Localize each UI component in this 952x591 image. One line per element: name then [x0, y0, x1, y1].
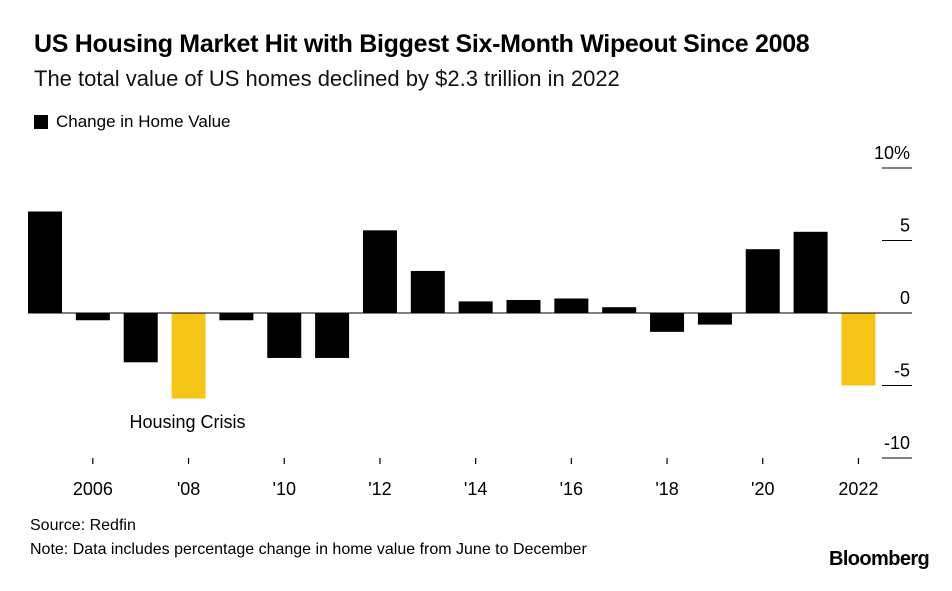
bar-2016: [554, 298, 589, 313]
bar-2015: [506, 299, 541, 313]
bar-2006: [75, 313, 110, 321]
x-tick-label: '16: [560, 479, 583, 499]
bar-2013: [410, 270, 445, 313]
x-tick-label: 2006: [73, 479, 113, 499]
bar-2009: [219, 313, 254, 321]
y-axis: 10% 5 0 -5 -10: [874, 143, 912, 459]
bar-2011: [315, 313, 350, 358]
bar-2020: [745, 249, 780, 313]
bar-2017: [602, 307, 637, 313]
x-tick-label: '18: [655, 479, 678, 499]
x-tick-label: '12: [368, 479, 391, 499]
chart-subtitle: The total value of US homes declined by …: [34, 66, 620, 91]
y-tick-label: 5: [900, 216, 910, 236]
bar-2014: [458, 301, 493, 313]
x-tick-label: '20: [751, 479, 774, 499]
annotation-housing-crisis: Housing Crisis: [130, 412, 246, 432]
legend-swatch: [34, 115, 48, 129]
annotations: Housing Crisis: [130, 412, 246, 432]
legend: Change in Home Value: [34, 112, 231, 132]
x-axis: 2006 '08 '10 '12 '14 '16 '18 '20 2022: [73, 458, 878, 499]
source-note: Source: Redfin: [30, 517, 136, 534]
bar-2019: [697, 313, 732, 325]
bar-2008: [171, 313, 206, 399]
x-tick-label: '08: [177, 479, 200, 499]
chart-title: US Housing Market Hit with Biggest Six-M…: [34, 30, 810, 58]
y-tick-label: 10%: [874, 143, 910, 163]
x-tick-label: '10: [273, 479, 296, 499]
bar-2018: [650, 313, 685, 332]
x-tick-label: '14: [464, 479, 487, 499]
bars: [28, 211, 876, 399]
bloomberg-logo: Bloomberg: [829, 548, 930, 570]
y-tick-label: 0: [900, 288, 910, 308]
bar-2007: [123, 313, 158, 363]
data-note: Note: Data includes percentage change in…: [30, 541, 587, 558]
legend-label: Change in Home Value: [56, 112, 231, 131]
bar-2022: [841, 313, 876, 386]
bar-2012: [362, 230, 397, 313]
x-tick-label: 2022: [838, 479, 878, 499]
bar-2021: [793, 231, 828, 313]
bar-2010: [267, 313, 302, 358]
y-tick-label: -5: [894, 361, 910, 381]
y-tick-label: -10: [884, 433, 910, 453]
bar-2005: [28, 211, 62, 313]
